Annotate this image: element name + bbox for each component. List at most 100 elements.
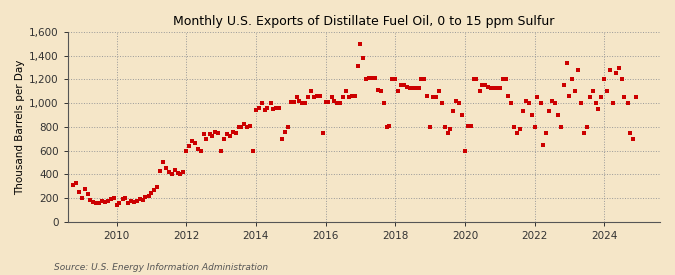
Point	[608, 101, 618, 105]
Point	[520, 98, 531, 103]
Point	[477, 83, 488, 87]
Point	[248, 148, 259, 153]
Point	[526, 113, 537, 117]
Point	[367, 76, 377, 80]
Point	[570, 89, 580, 94]
Point	[82, 192, 93, 197]
Point	[549, 101, 560, 105]
Point	[605, 68, 616, 72]
Point	[132, 199, 142, 203]
Point	[94, 200, 105, 205]
Point	[221, 132, 232, 136]
Point	[614, 65, 624, 70]
Point	[590, 101, 601, 105]
Point	[346, 94, 357, 98]
Point	[375, 89, 386, 94]
Point	[91, 201, 102, 205]
Point	[483, 84, 493, 89]
Point	[593, 107, 603, 111]
Point	[181, 148, 192, 153]
Point	[497, 77, 508, 82]
Point	[85, 197, 96, 202]
Point	[462, 123, 473, 128]
Point	[460, 148, 470, 153]
Point	[544, 109, 555, 114]
Point	[219, 136, 230, 141]
Point	[126, 199, 136, 203]
Point	[105, 197, 116, 201]
Point	[88, 199, 99, 204]
Point	[500, 77, 511, 82]
Point	[567, 77, 578, 82]
Point	[300, 101, 310, 105]
Point	[100, 200, 111, 204]
Point	[373, 88, 383, 92]
Point	[381, 125, 392, 129]
Title: Monthly U.S. Exports of Distillate Fuel Oil, 0 to 15 ppm Sulfur: Monthly U.S. Exports of Distillate Fuel …	[173, 15, 555, 28]
Point	[344, 95, 354, 99]
Point	[576, 101, 587, 105]
Point	[97, 199, 107, 203]
Point	[178, 170, 189, 174]
Point	[244, 123, 255, 128]
Point	[518, 109, 529, 114]
Point	[578, 131, 589, 135]
Point	[587, 89, 598, 94]
Point	[601, 89, 612, 94]
Point	[250, 108, 261, 112]
Point	[364, 76, 375, 80]
Point	[413, 86, 424, 90]
Point	[384, 123, 395, 128]
Point	[271, 106, 281, 110]
Point	[230, 131, 241, 135]
Point	[140, 195, 151, 199]
Point	[407, 86, 418, 90]
Point	[292, 95, 302, 99]
Text: Source: U.S. Energy Information Administration: Source: U.S. Energy Information Administ…	[54, 263, 268, 272]
Point	[538, 142, 549, 147]
Point	[114, 200, 125, 205]
Point	[631, 95, 642, 99]
Point	[523, 101, 534, 105]
Point	[137, 197, 148, 202]
Point	[466, 123, 477, 128]
Point	[79, 186, 90, 191]
Point	[207, 134, 218, 139]
Point	[166, 172, 177, 177]
Point	[628, 136, 639, 141]
Point	[573, 68, 584, 72]
Point	[311, 94, 322, 98]
Point	[509, 125, 520, 129]
Point	[625, 131, 636, 135]
Point	[283, 125, 294, 129]
Point	[286, 100, 296, 104]
Point	[68, 183, 78, 187]
Point	[454, 101, 464, 105]
Point	[398, 83, 409, 87]
Point	[253, 106, 264, 110]
Point	[340, 89, 351, 94]
Point	[111, 202, 122, 207]
Point	[370, 76, 381, 80]
Point	[155, 169, 165, 173]
Point	[163, 170, 174, 175]
Point	[561, 60, 572, 65]
Point	[445, 127, 456, 131]
Point	[433, 89, 444, 94]
Point	[129, 200, 140, 204]
Point	[503, 94, 514, 98]
Point	[233, 125, 244, 129]
Point	[410, 86, 421, 90]
Point	[491, 86, 502, 90]
Point	[70, 180, 81, 185]
Point	[143, 193, 154, 198]
Point	[76, 196, 87, 200]
Point	[474, 89, 485, 94]
Point	[471, 77, 482, 82]
Point	[123, 200, 134, 205]
Point	[279, 129, 290, 134]
Point	[198, 132, 209, 136]
Point	[256, 101, 267, 105]
Point	[277, 136, 288, 141]
Point	[581, 125, 592, 129]
